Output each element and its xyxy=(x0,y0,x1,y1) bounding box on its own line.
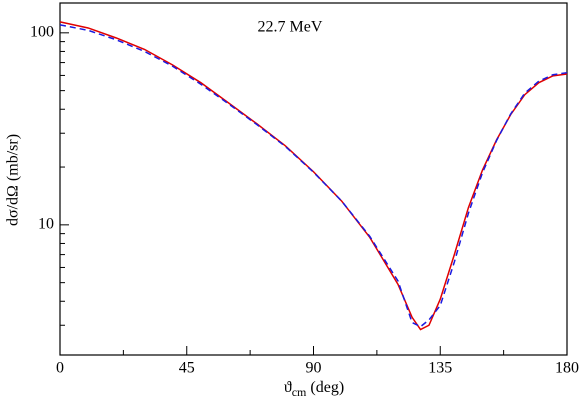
x-label-unit: (deg) xyxy=(310,379,344,396)
x-tick-label: 0 xyxy=(56,360,64,377)
plot-frame xyxy=(59,2,568,356)
series-line xyxy=(59,24,568,328)
x-tick-label: 135 xyxy=(428,360,452,377)
y-tick-label: 10 xyxy=(38,216,54,233)
x-label-subscript: cm xyxy=(292,385,307,399)
x-tick-label: 180 xyxy=(555,360,579,377)
x-label-symbol: ϑ xyxy=(284,379,292,396)
annotation: 22.7 MeV xyxy=(258,19,323,36)
x-tick-label: 90 xyxy=(306,360,322,377)
series-line xyxy=(59,21,568,331)
y-axis-label: dσ/dΩ (mb/sr) xyxy=(5,134,22,226)
x-axis-label: ϑcm (deg) xyxy=(284,379,344,399)
x-tick-label: 45 xyxy=(179,360,195,377)
y-tick-label: 100 xyxy=(30,23,54,40)
